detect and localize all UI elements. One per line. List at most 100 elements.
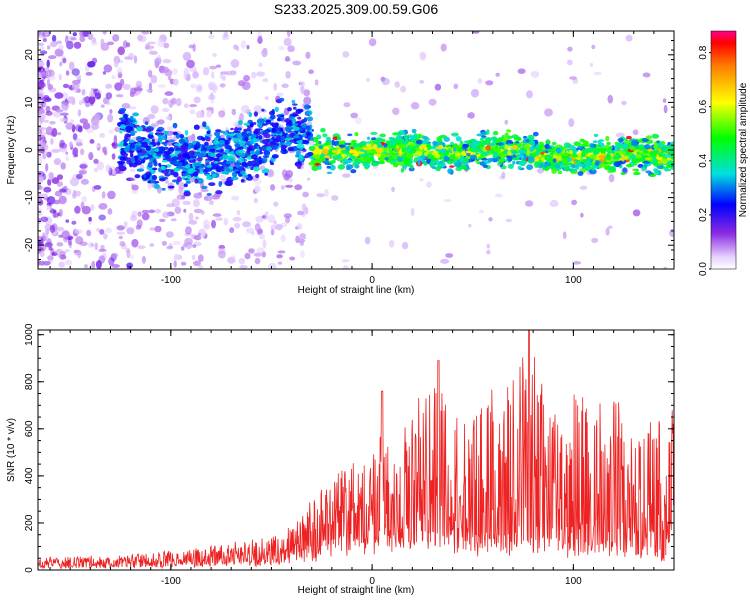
heatmap-cell [287,107,292,112]
heatmap-cell [250,166,254,170]
heatmap-cell [468,223,472,228]
heatmap-cell [108,129,114,134]
heatmap-cell [397,130,406,136]
colorbar-label: Normalized spectral amplitude [738,82,749,217]
heatmap-cell [463,140,470,144]
heatmap-cell [71,99,76,106]
heatmap-cell [355,117,362,125]
heatmap-cell [170,169,175,176]
heatmap-cell [526,164,534,171]
heatmap-cell [171,156,179,161]
heatmap-cell [341,259,350,263]
heatmap-cell [530,153,537,158]
heatmap-cell [204,135,208,141]
heatmap-cell [572,261,582,265]
heatmap-cell [347,133,353,137]
heatmap-cell [44,242,53,248]
heatmap-cell [280,114,285,118]
heatmap-cell [69,177,79,187]
heatmap-cell [114,126,121,132]
heatmap-cell [314,153,320,160]
heatmap-cell [109,109,113,114]
heatmap-cell [192,244,197,248]
heatmap-cell [54,92,64,99]
heatmap-cell [288,177,293,183]
heatmap-cell [295,154,300,158]
heatmap-cell [259,165,266,171]
heatmap-cell [117,166,125,170]
heatmap-cell [141,209,150,214]
heatmap-cell [270,162,275,166]
heatmap-cell [242,221,251,228]
heatmap-cell [41,97,46,105]
heatmap-cell [318,164,322,170]
heatmap-cell [296,163,302,169]
heatmap-cell [351,144,358,148]
heatmap-cell [126,262,133,269]
heatmap-cell [589,154,597,160]
heatmap-cell [88,152,94,161]
heatmap-cell [470,149,476,152]
heatmap-cell [130,115,134,120]
heatmap-cell [429,161,436,167]
heatmap-cell [264,172,268,176]
heatmap-cell [38,42,44,46]
heatmap-cell [68,238,72,246]
heatmap-cell [302,191,309,198]
heatmap-cell [212,53,218,57]
heatmap-cell [332,150,337,153]
heatmap-cell [106,41,114,46]
heatmap-cell [511,150,518,154]
heatmap-cell [255,150,260,156]
heatmap-cell [193,96,201,104]
heatmap-cell [286,31,291,38]
heatmap-cell [307,151,314,157]
heatmap-cell [80,178,89,185]
heatmap-cell [154,225,162,233]
heatmap-cell [213,139,219,145]
heatmap-cell [614,141,619,145]
heatmap-cell [477,78,483,84]
heatmap-cell [609,166,615,172]
heatmap-cell [614,161,621,168]
heatmap-cell [555,147,562,154]
heatmap-cell [122,40,128,49]
heatmap-cell [486,129,490,135]
heatmap-cell [507,143,513,146]
heatmap-cell [46,255,55,260]
heatmap-cell [88,216,92,222]
heatmap-cell [400,85,407,93]
heatmap-cell [611,150,615,155]
heatmap-cell [181,195,186,200]
heatmap-cell [59,188,67,193]
heatmap-cell [422,136,429,140]
heatmap-cell [255,215,264,223]
heatmap-cell [292,126,300,131]
heatmap-cell [419,80,424,84]
heatmap-cell [415,150,423,157]
heatmap-cell [391,155,397,159]
heatmap-cell [281,169,288,178]
heatmap-cell [283,213,292,219]
heatmap-cell [447,160,453,165]
heatmap-cell [248,248,255,254]
heatmap-cell [656,140,660,144]
heatmap-cell [275,136,281,143]
heatmap-cell [507,150,512,156]
heatmap-cell [297,210,305,216]
heatmap-cell [371,161,379,167]
heatmap-cell [181,171,187,174]
heatmap-cell [174,150,182,154]
heatmap-cell [631,140,639,146]
heatmap-cell [132,112,140,117]
heatmap-cell [452,156,458,161]
y-tick-label: 1000 [24,323,35,346]
heatmap-cell [666,168,672,172]
heatmap-cell [47,178,52,186]
heatmap-cell [624,155,629,160]
heatmap-cell [127,119,134,123]
heatmap-cell [370,131,378,135]
heatmap-cell [43,233,49,239]
heatmap-cell [255,173,260,179]
heatmap-cell [38,135,42,142]
